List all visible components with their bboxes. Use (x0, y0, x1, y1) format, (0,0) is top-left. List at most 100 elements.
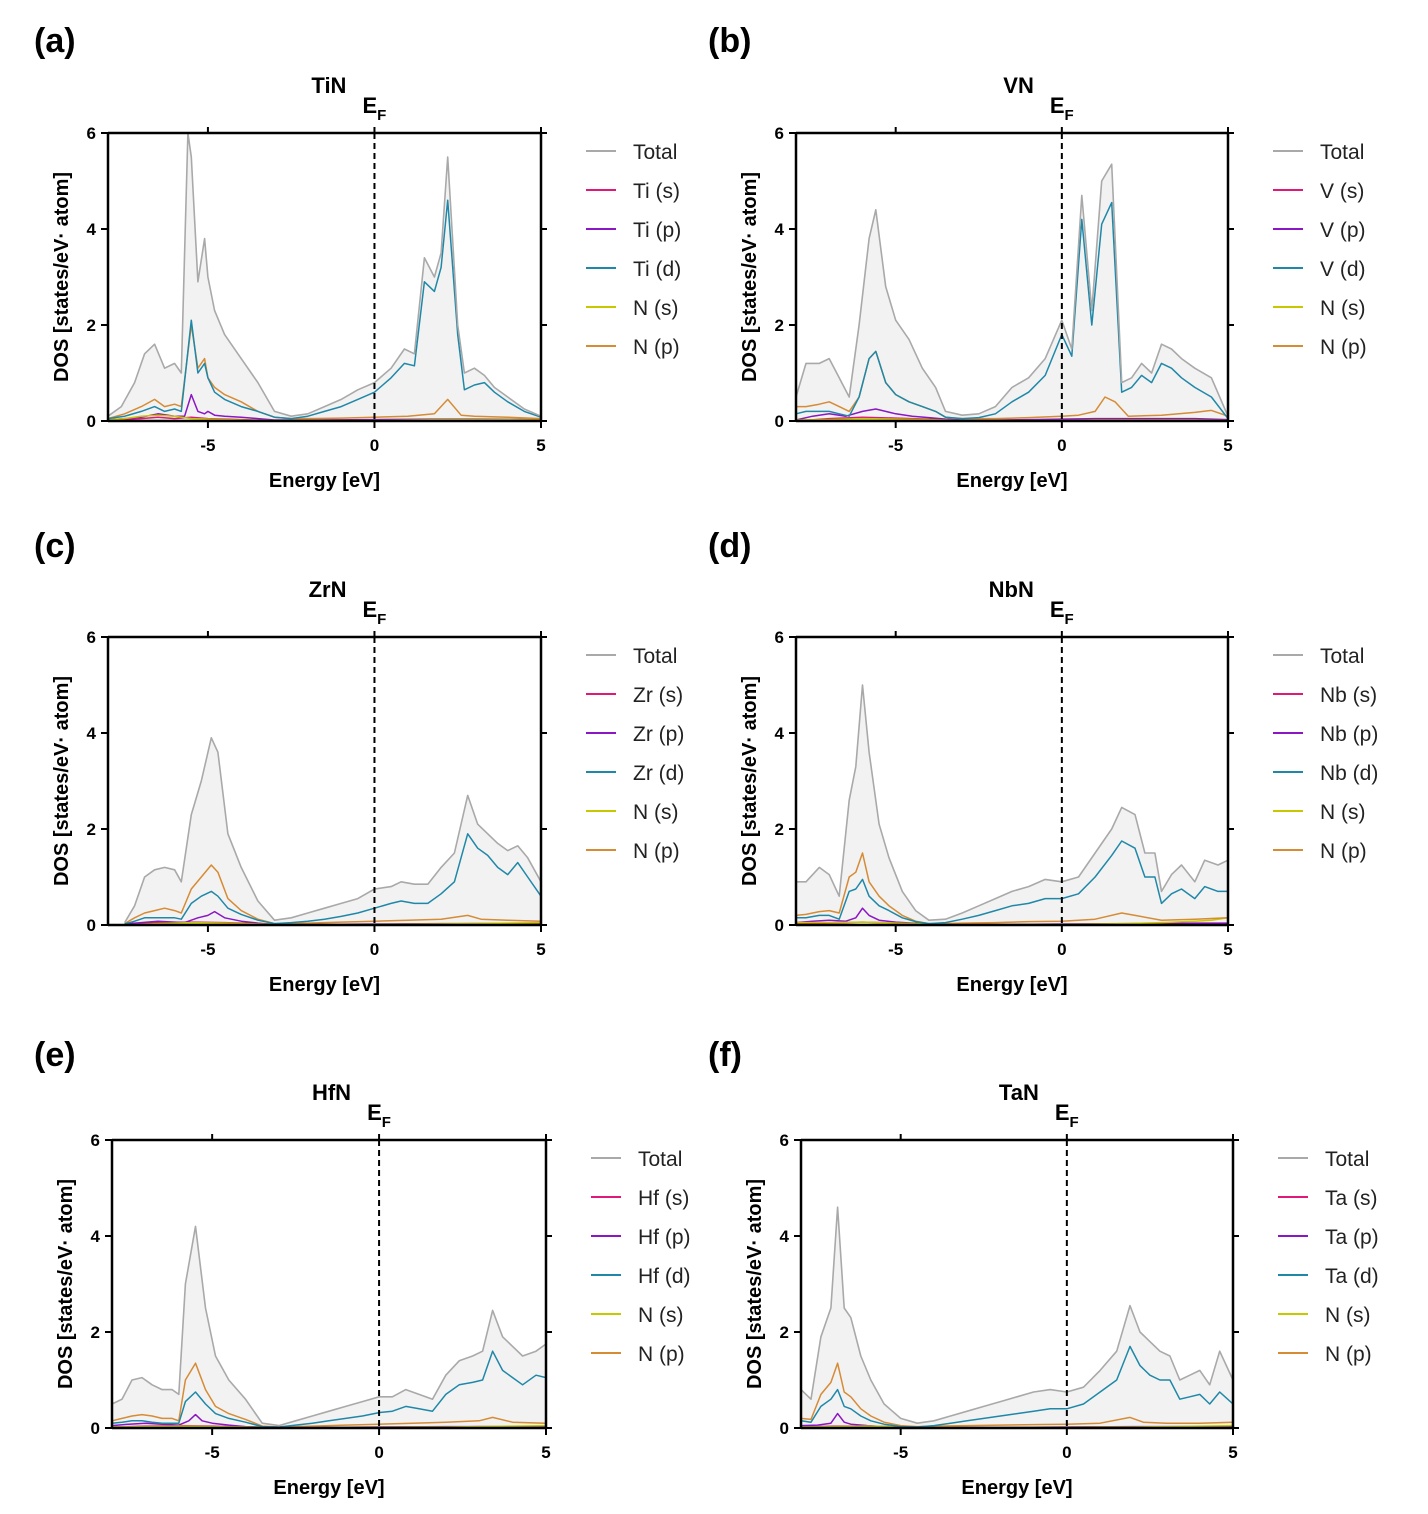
series-line-total (800, 1206, 1234, 1424)
chart-panel: (c) -5 0 5 0 2 4 6 ZrN EF Energy [eV] DOS [states/e… (34, 527, 684, 996)
chart-title: ZrN (309, 577, 347, 602)
series-line-metal-d (796, 840, 1228, 925)
series-line-n-p (111, 1362, 547, 1428)
panel-label: (f) (708, 1036, 742, 1074)
x-axis-label: Energy [eV] (273, 1477, 384, 1499)
x-tick-label: -5 (205, 1443, 220, 1462)
y-tick-label: 0 (87, 412, 96, 431)
x-tick-label: 0 (374, 1443, 383, 1462)
series-line-metal-d (124, 833, 542, 925)
y-tick-label: 4 (87, 220, 97, 239)
panel-label: (a) (34, 22, 76, 60)
y-axis-label: DOS [states/eV· atom] (51, 676, 73, 886)
series-line-metal-d (111, 1350, 547, 1428)
chart-title: VN (1003, 73, 1034, 98)
x-tick-label: 0 (370, 436, 379, 455)
legend-label: Total (1325, 1148, 1369, 1171)
y-tick-label: 0 (775, 916, 784, 935)
chart-title: TiN (311, 73, 346, 98)
x-tick-label: 5 (1223, 940, 1232, 959)
series-line-metal-p (107, 393, 542, 421)
legend-label: Zr (s) (633, 684, 683, 707)
y-tick-label: 2 (91, 1323, 100, 1342)
fermi-level-label: EF (1055, 1100, 1079, 1131)
legend-label: Zr (p) (633, 723, 684, 746)
series-line-metal-d (800, 1345, 1234, 1428)
legend-label: N (s) (633, 801, 679, 824)
x-tick-label: 5 (1228, 1443, 1237, 1462)
y-axis-label: DOS [states/eV· atom] (739, 172, 761, 382)
y-tick-label: 4 (91, 1227, 101, 1246)
panel-label: (d) (708, 527, 751, 565)
x-tick-label: -5 (888, 436, 903, 455)
total-dos-fill (796, 164, 1228, 421)
fermi-level-label: EF (362, 93, 386, 124)
y-tick-label: 0 (780, 1419, 789, 1438)
x-axis-label: Energy [eV] (956, 974, 1067, 996)
series-line-total (111, 1225, 547, 1427)
series-line-metal-d (795, 201, 1229, 420)
fermi-label-subscript: F (382, 1114, 391, 1131)
chart-title: HfN (312, 1080, 351, 1105)
x-axis-label: Energy [eV] (961, 1477, 1072, 1499)
chart-title: TaN (999, 1080, 1039, 1105)
total-dos-fill (796, 685, 1228, 925)
y-tick-label: 2 (775, 820, 784, 839)
fermi-label-main: E (1050, 597, 1065, 622)
x-tick-label: -5 (893, 1443, 908, 1462)
chart-panel: (b) -5 0 5 0 2 4 6 VN EF Energy [eV] DOS [states/eV… (708, 22, 1367, 492)
fermi-level-label: EF (367, 1100, 391, 1131)
y-tick-label: 4 (87, 724, 97, 743)
series-line-total (796, 684, 1229, 921)
chart-panel: (d) -5 0 5 0 2 4 6 NbN EF Energy [eV] DOS [states/e… (708, 527, 1378, 996)
x-tick-label: 0 (370, 940, 379, 959)
x-tick-label: -5 (200, 436, 215, 455)
fermi-level-label: EF (1050, 597, 1074, 628)
y-tick-label: 0 (87, 916, 96, 935)
legend-label: Hf (s) (638, 1187, 689, 1210)
total-dos-fill (124, 737, 541, 925)
x-tick-label: 5 (536, 940, 545, 959)
y-tick-label: 6 (87, 124, 96, 143)
legend-label: Ta (s) (1325, 1187, 1378, 1210)
x-axis-label: Energy [eV] (956, 470, 1067, 492)
y-tick-label: 6 (775, 124, 784, 143)
legend-label: Total (633, 645, 677, 668)
y-tick-label: 0 (91, 1419, 100, 1438)
y-tick-label: 2 (775, 316, 784, 335)
series-line-n-p (107, 324, 542, 420)
x-tick-label: 0 (1057, 940, 1066, 959)
series-line-metal-d (107, 199, 542, 420)
fermi-label-main: E (1050, 93, 1065, 118)
legend-label: N (p) (1320, 840, 1367, 863)
panel-label: (c) (34, 527, 76, 565)
legend-label: Ta (d) (1325, 1265, 1379, 1288)
x-tick-label: -5 (888, 940, 903, 959)
y-tick-label: 6 (775, 628, 784, 647)
x-tick-label: 5 (536, 436, 545, 455)
legend-label: Nb (d) (1320, 762, 1378, 785)
x-tick-label: 5 (1223, 436, 1232, 455)
fermi-label-subscript: F (1065, 107, 1074, 124)
y-axis-label: DOS [states/eV· atom] (51, 172, 73, 382)
legend-label: Zr (d) (633, 762, 684, 785)
legend-label: V (s) (1320, 180, 1364, 203)
fermi-label-subscript: F (377, 611, 386, 628)
total-dos-fill (112, 1226, 546, 1428)
legend-label: Hf (d) (638, 1265, 691, 1288)
total-dos-fill (108, 133, 541, 421)
chart-panel: (e) -5 0 5 0 2 4 6 HfN EF Energy [eV] DOS [states/e… (34, 1036, 691, 1499)
y-tick-label: 4 (775, 220, 785, 239)
x-tick-label: 0 (1057, 436, 1066, 455)
fermi-label-main: E (1055, 1100, 1070, 1125)
y-tick-label: 2 (87, 316, 96, 335)
legend-label: Total (633, 141, 677, 164)
legend-label: Total (1320, 645, 1364, 668)
y-tick-label: 4 (780, 1227, 790, 1246)
fermi-level-label: EF (1050, 93, 1074, 124)
legend-label: Ti (d) (633, 258, 681, 281)
legend-label: N (p) (638, 1343, 685, 1366)
y-tick-label: 4 (775, 724, 785, 743)
legend-label: N (s) (1320, 801, 1366, 824)
